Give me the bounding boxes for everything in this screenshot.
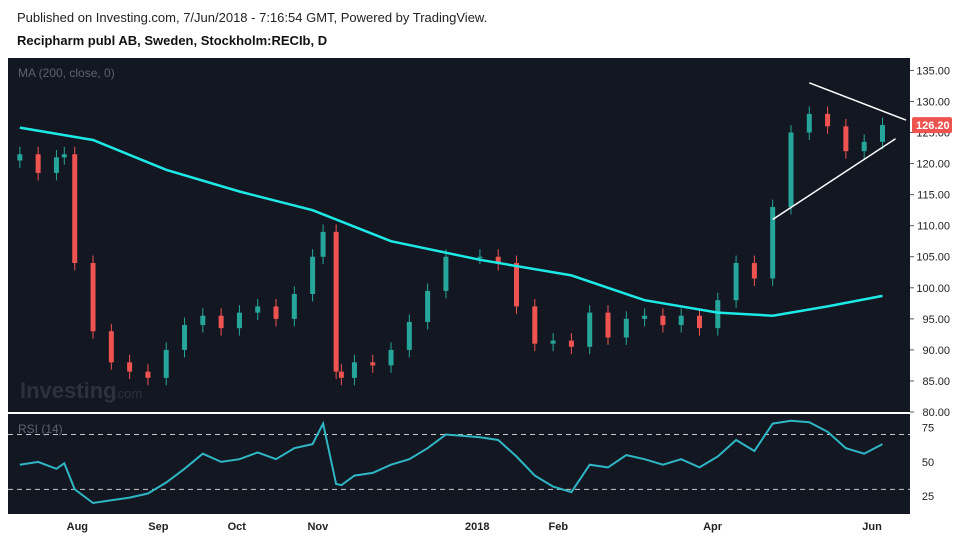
time-tick-label: Apr [703, 521, 723, 533]
symbol-title: Recipharm publ AB, Sweden, Stockholm:REC… [17, 33, 328, 48]
price-tick-label: 115.00 [917, 190, 950, 202]
candle-body [338, 371, 344, 378]
candle-body [320, 231, 326, 257]
lower-trendline [772, 138, 896, 221]
ma-legend: MA (200, close, 0) [18, 66, 115, 80]
price-tick-label: 90.00 [922, 345, 950, 357]
rsi-legend: RSI (14) [18, 422, 63, 436]
price-panel-bg [8, 58, 910, 412]
candle-body [770, 207, 776, 279]
rsi-tick-label: 25 [922, 491, 934, 503]
ma-200-line [19, 126, 883, 317]
candle-body [72, 154, 78, 263]
time-tick-label: Sep [148, 521, 168, 533]
price-tick-label: 80.00 [922, 407, 950, 419]
price-tick-label: 130.00 [916, 96, 950, 108]
watermark-suffix: .com [114, 386, 142, 401]
candle-body [443, 256, 449, 291]
candle-body [291, 294, 297, 319]
price-axis: 80.00 85.00 90.00 95.00 100.00 105.00 110.00 11… [910, 65, 950, 419]
candle-body [61, 154, 67, 158]
time-tick-label: Aug [67, 521, 88, 533]
candle-body [550, 340, 556, 344]
candle-body [806, 113, 812, 133]
candle-body [532, 306, 538, 344]
time-axis: Aug Sep Oct Nov 2018 Feb Apr Jun [67, 521, 882, 533]
last-price-label: 126.20 [912, 117, 952, 134]
candle-body [825, 113, 831, 127]
candle-body [642, 315, 648, 319]
candle-body [514, 262, 520, 307]
candlestick-series [17, 106, 885, 386]
candle-body [861, 141, 867, 152]
candle-body [255, 306, 261, 313]
upper-trendline [809, 82, 907, 121]
candle-body [17, 154, 23, 161]
candle-body [406, 321, 412, 350]
candle-body [715, 300, 721, 329]
rsi-tick-label: 75 [922, 423, 934, 435]
candle-body [696, 315, 702, 329]
price-tick-label: 100.00 [916, 283, 950, 295]
candle-body [163, 349, 169, 378]
candle-body [90, 262, 96, 332]
candle-body [200, 315, 206, 326]
candle-body [477, 256, 483, 259]
candle-body [623, 318, 629, 338]
candle-body [660, 315, 666, 326]
time-tick-label: Nov [307, 521, 329, 533]
candle-body [751, 262, 757, 279]
candle-body [35, 154, 41, 173]
candle-body [495, 256, 501, 263]
time-tick-label: 2018 [465, 521, 489, 533]
investing-logo: Investing .com [20, 378, 142, 403]
candle-body [605, 312, 611, 338]
candle-body [273, 306, 279, 319]
rsi-panel-bg [8, 414, 910, 514]
watermark-brand: Investing [20, 378, 117, 403]
candle-body [733, 262, 739, 301]
candle-body [108, 331, 114, 363]
candle-body [236, 312, 242, 329]
rsi-axis: 25 50 75 [8, 423, 934, 503]
rsi-line [19, 419, 883, 505]
price-tick-label: 95.00 [922, 314, 950, 326]
candle-body [568, 340, 574, 347]
candle-body [127, 362, 133, 372]
time-tick-label: Feb [549, 521, 569, 533]
published-caption: Published on Investing.com, 7/Jun/2018 -… [17, 10, 488, 25]
time-tick-label: Oct [228, 521, 247, 533]
price-tick-label: 110.00 [917, 221, 950, 233]
candle-body [370, 362, 376, 366]
candle-body [843, 126, 849, 152]
candle-body [587, 312, 593, 347]
candle-body [351, 362, 357, 378]
candle-body [145, 371, 151, 378]
price-tick-label: 85.00 [922, 376, 950, 388]
last-price-value: 126.20 [916, 120, 950, 132]
candle-body [388, 349, 394, 366]
candle-body [879, 125, 885, 142]
candle-body [333, 231, 339, 372]
price-tick-label: 135.00 [916, 65, 950, 77]
candle-body [788, 132, 794, 208]
triangle-trendlines[interactable] [772, 82, 907, 221]
candle-body [53, 157, 59, 173]
time-tick-label: Jun [862, 521, 882, 533]
candle-body [182, 325, 188, 350]
price-tick-label: 105.00 [916, 252, 950, 264]
candle-body [678, 315, 684, 326]
candle-body [218, 315, 224, 329]
candle-body [310, 256, 316, 294]
candle-body [425, 290, 431, 322]
price-tick-label: 120.00 [916, 159, 950, 171]
rsi-tick-label: 50 [922, 457, 934, 469]
